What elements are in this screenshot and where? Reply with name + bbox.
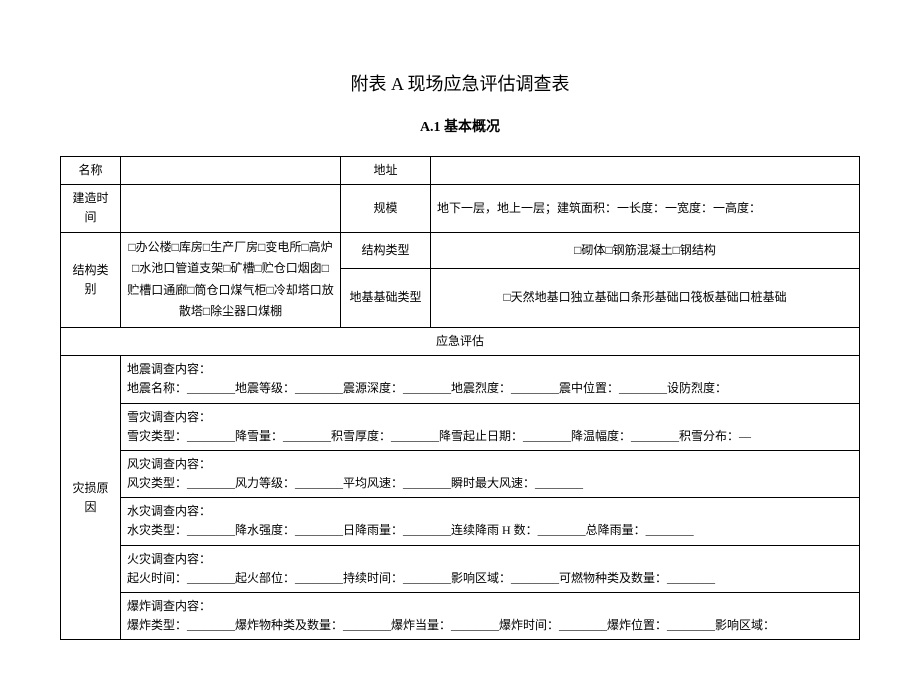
row-eval-header: 应急评估 [61, 327, 860, 355]
section-earthquake[interactable]: 地震调查内容： 地震名称：________地震等级：________震源深度：_… [121, 356, 860, 403]
fire-title: 火灾调查内容： [127, 550, 853, 569]
document-title: 附表 A 现场应急评估调查表 [60, 70, 860, 96]
section-flood[interactable]: 水灾调查内容： 水灾类型：________降水强度：________日降雨量：_… [121, 498, 860, 545]
snow-line: 雪灾类型：________降雪量：________积雪厚度：________降雪… [127, 427, 853, 446]
field-address[interactable] [431, 157, 860, 185]
section-fire[interactable]: 火灾调查内容： 起火时间：________起火部位：________持续时间：_… [121, 545, 860, 592]
document-subtitle: A.1 基本概况 [60, 116, 860, 136]
row-explosion: 爆炸调查内容： 爆炸类型：________爆炸物种类及数量：________爆炸… [61, 593, 860, 640]
label-buildtime: 建造时间 [61, 185, 121, 232]
field-scale: 地下一层，地上一层；建筑面积：一长度：一宽度：一高度： [431, 185, 860, 232]
section-snow[interactable]: 雪灾调查内容： 雪灾类型：________降雪量：________积雪厚度：__… [121, 403, 860, 450]
label-scale: 规模 [341, 185, 431, 232]
explosion-title: 爆炸调查内容： [127, 597, 853, 616]
fire-line: 起火时间：________起火部位：________持续时间：________影… [127, 569, 853, 588]
label-struct-category: 结构类别 [61, 232, 121, 327]
wind-line: 风灾类型：________风力等级：________平均风速：________瞬… [127, 474, 853, 493]
snow-title: 雪灾调查内容： [127, 408, 853, 427]
row-name: 名称 地址 [61, 157, 860, 185]
row-flood: 水灾调查内容： 水灾类型：________降水强度：________日降雨量：_… [61, 498, 860, 545]
earthquake-title: 地震调查内容： [127, 360, 853, 379]
label-struct-type: 结构类型 [341, 232, 431, 268]
explosion-line: 爆炸类型：________爆炸物种类及数量：________爆炸当量：_____… [127, 616, 853, 635]
flood-line: 水灾类型：________降水强度：________日降雨量：________连… [127, 521, 853, 540]
field-name[interactable] [121, 157, 341, 185]
row-earthquake: 灾损原因 地震调查内容： 地震名称：________地震等级：________震… [61, 356, 860, 403]
survey-table: 名称 地址 建造时间 规模 地下一层，地上一层；建筑面积：一长度：一宽度：一高度… [60, 156, 860, 640]
section-wind[interactable]: 风灾调查内容： 风灾类型：________风力等级：________平均风速：_… [121, 450, 860, 497]
field-foundation[interactable]: □天然地基口独立基础口条形基础口筏板基础口桩基础 [431, 268, 860, 327]
earthquake-line: 地震名称：________地震等级：________震源深度：________地… [127, 379, 853, 398]
label-disaster-cause: 灾损原因 [61, 356, 121, 640]
label-foundation: 地基基础类型 [341, 268, 431, 327]
row-buildtime: 建造时间 规模 地下一层，地上一层；建筑面积：一长度：一宽度：一高度： [61, 185, 860, 232]
label-name: 名称 [61, 157, 121, 185]
label-address: 地址 [341, 157, 431, 185]
flood-title: 水灾调查内容： [127, 502, 853, 521]
section-explosion[interactable]: 爆炸调查内容： 爆炸类型：________爆炸物种类及数量：________爆炸… [121, 593, 860, 640]
field-struct-type[interactable]: □砌体□钢筋混凝土□钢结构 [431, 232, 860, 268]
row-fire: 火灾调查内容： 起火时间：________起火部位：________持续时间：_… [61, 545, 860, 592]
row-struct-1: 结构类别 □办公楼□库房□生产厂房□变电所□高炉□水池口管道支架□矿槽□贮仓口烟… [61, 232, 860, 268]
label-emergency-eval: 应急评估 [61, 327, 860, 355]
field-struct-options[interactable]: □办公楼□库房□生产厂房□变电所□高炉□水池口管道支架□矿槽□贮仓口烟囱□贮槽口… [121, 232, 341, 327]
field-buildtime[interactable] [121, 185, 341, 232]
row-snow: 雪灾调查内容： 雪灾类型：________降雪量：________积雪厚度：__… [61, 403, 860, 450]
wind-title: 风灾调查内容： [127, 455, 853, 474]
row-wind: 风灾调查内容： 风灾类型：________风力等级：________平均风速：_… [61, 450, 860, 497]
